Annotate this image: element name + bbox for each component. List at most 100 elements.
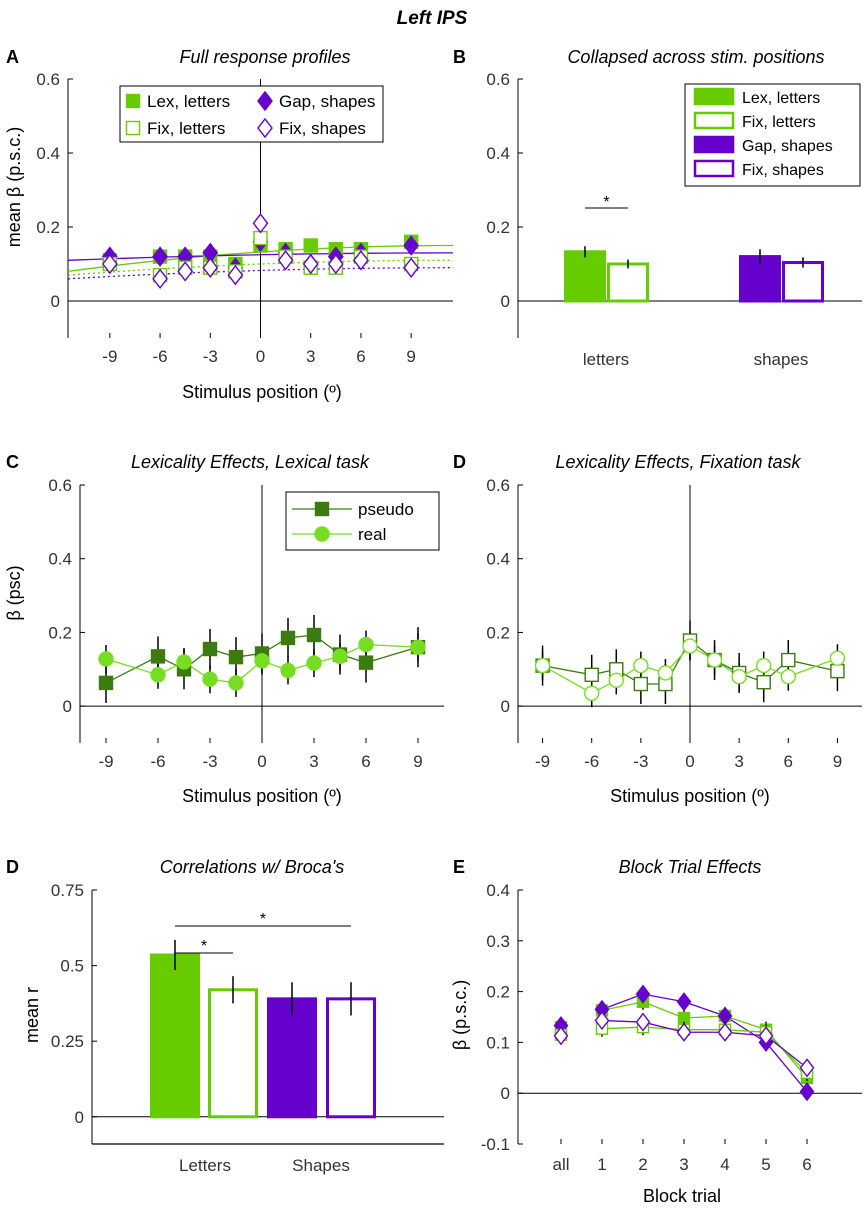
y-tick-label: 0 — [51, 292, 60, 311]
data-point-pseudo — [830, 663, 845, 679]
data-point — [717, 1022, 733, 1042]
x-tick-label: -9 — [98, 752, 113, 771]
series-line — [601, 1026, 808, 1074]
panel-title-e: Block Trial Effects — [619, 857, 762, 877]
y-tick-label: 0.2 — [486, 983, 510, 1002]
legend-label: Lex, letters — [742, 90, 820, 107]
data-point-pseudo — [228, 649, 244, 665]
data-point-pseudo — [781, 652, 796, 668]
panel-title-d1: Lexicality Effects, Fixation task — [555, 452, 801, 472]
panel-d1: D Lexicality Effects, Fixation task Stim… — [453, 452, 862, 806]
data-point-pseudo — [756, 674, 771, 690]
bar — [564, 250, 606, 303]
series-line — [601, 1001, 808, 1079]
bar — [267, 997, 317, 1119]
axis-xlabel-c: Stimulus position (º) — [182, 786, 342, 806]
y-tick-label: 0.5 — [60, 957, 84, 976]
data-point — [676, 992, 692, 1012]
data-point-pseudo — [358, 655, 374, 670]
y-tick-label: 0.4 — [36, 144, 60, 163]
x-tick-label: -3 — [202, 752, 217, 771]
x-tick-label: -9 — [102, 347, 117, 366]
data-point — [327, 253, 344, 275]
data-point-real — [150, 667, 166, 683]
legend-label: Fix, letters — [147, 119, 225, 138]
data-point — [635, 984, 651, 1004]
bar — [326, 997, 376, 1119]
legend-label: Lex, letters — [147, 92, 230, 111]
x-tick-label: 0 — [685, 752, 694, 771]
legend-label: Fix, shapes — [742, 162, 824, 179]
x-category-label: Shapes — [292, 1156, 350, 1175]
x-tick-label: 0 — [257, 752, 266, 771]
axis-xlabel-a: Stimulus position (º) — [182, 382, 342, 402]
x-tick-label: 9 — [406, 347, 415, 366]
legend-marker — [125, 93, 141, 109]
significance-marker: * — [603, 194, 609, 211]
panel-d2: D Correlations w/ Broca's mean r 0 0.25 0.… — [6, 857, 444, 1175]
bar — [607, 262, 649, 303]
data-point-pseudo — [98, 675, 114, 691]
data-point — [758, 1026, 774, 1046]
data-point — [403, 235, 420, 256]
panel-e: E Block Trial Effects Block trial β (p.s… — [450, 857, 862, 1206]
data-point-real — [706, 652, 723, 668]
data-point-real — [731, 668, 747, 685]
y-tick-label: 0.4 — [486, 550, 510, 569]
data-point-real — [98, 651, 114, 667]
significance-marker: * — [260, 911, 266, 928]
data-point-pseudo — [306, 627, 322, 643]
legend-marker — [257, 90, 273, 112]
legend-box — [119, 85, 384, 143]
data-point — [152, 268, 168, 290]
legend-swatch — [693, 111, 735, 130]
legend: pseudo real — [285, 491, 440, 551]
x-tick-label: 9 — [833, 752, 842, 771]
y-tick-label: 0.2 — [486, 623, 510, 642]
significance-marker: * — [201, 938, 207, 955]
bar — [208, 988, 258, 1119]
fit-curve — [67, 252, 454, 261]
data-point-real — [280, 662, 296, 679]
plot-area-e: -0.1 0 0.1 0.2 0.3 0.4 all 1 2 3 4 5 6 — [481, 881, 862, 1174]
data-point — [553, 1026, 569, 1046]
y-tick-label: 0.6 — [486, 70, 510, 89]
x-category-label: letters — [583, 350, 629, 369]
y-tick-label: 0 — [501, 1084, 510, 1103]
x-tick-label: 5 — [761, 1155, 770, 1174]
x-tick-label: 2 — [638, 1155, 647, 1174]
plot-area-d1: 0 0.2 0.4 0.6 -9 -6 -3 0 3 6 9 — [486, 476, 862, 771]
data-point — [101, 253, 118, 275]
data-point-real — [633, 657, 649, 674]
y-tick-label: 0.4 — [48, 550, 72, 569]
plot-area-d2: 0 0.25 0.5 0.75 * * Letters Shapes — [51, 881, 444, 1175]
y-tick-label: 0.2 — [36, 218, 60, 237]
legend-marker — [125, 120, 141, 136]
y-tick-label: 0 — [501, 292, 510, 311]
x-tick-label: 4 — [720, 1155, 729, 1174]
y-tick-label: 0.4 — [486, 144, 510, 163]
plot-area-c: 0 0.2 0.4 0.6 -9 -6 -3 0 3 6 9 pseudo real — [48, 476, 444, 771]
data-point-real — [202, 671, 218, 687]
y-tick-label: 0.4 — [486, 881, 510, 900]
data-point — [227, 264, 244, 286]
data-point — [799, 1058, 815, 1078]
data-point — [594, 1010, 610, 1031]
x-tick-label: 6 — [784, 752, 793, 771]
data-point — [252, 213, 269, 234]
y-tick-label: -0.1 — [481, 1135, 510, 1154]
x-tick-label: 6 — [802, 1155, 811, 1174]
y-tick-label: 0 — [63, 697, 72, 716]
legend-label: Gap, shapes — [742, 138, 833, 155]
legend-swatch — [693, 159, 735, 178]
axis-ylabel-c: β (psc) — [4, 565, 24, 620]
legend-label: Fix, letters — [742, 114, 816, 131]
legend-label: Gap, shapes — [279, 92, 375, 111]
x-tick-label: all — [552, 1155, 569, 1174]
data-point — [253, 230, 268, 246]
data-point-real — [332, 648, 348, 665]
legend: Lex, letters Fix, letters Gap, shapes Fix, … — [684, 83, 861, 187]
data-point — [799, 1082, 815, 1102]
y-tick-label: 0.2 — [486, 218, 510, 237]
panel-label-b: B — [453, 47, 466, 67]
